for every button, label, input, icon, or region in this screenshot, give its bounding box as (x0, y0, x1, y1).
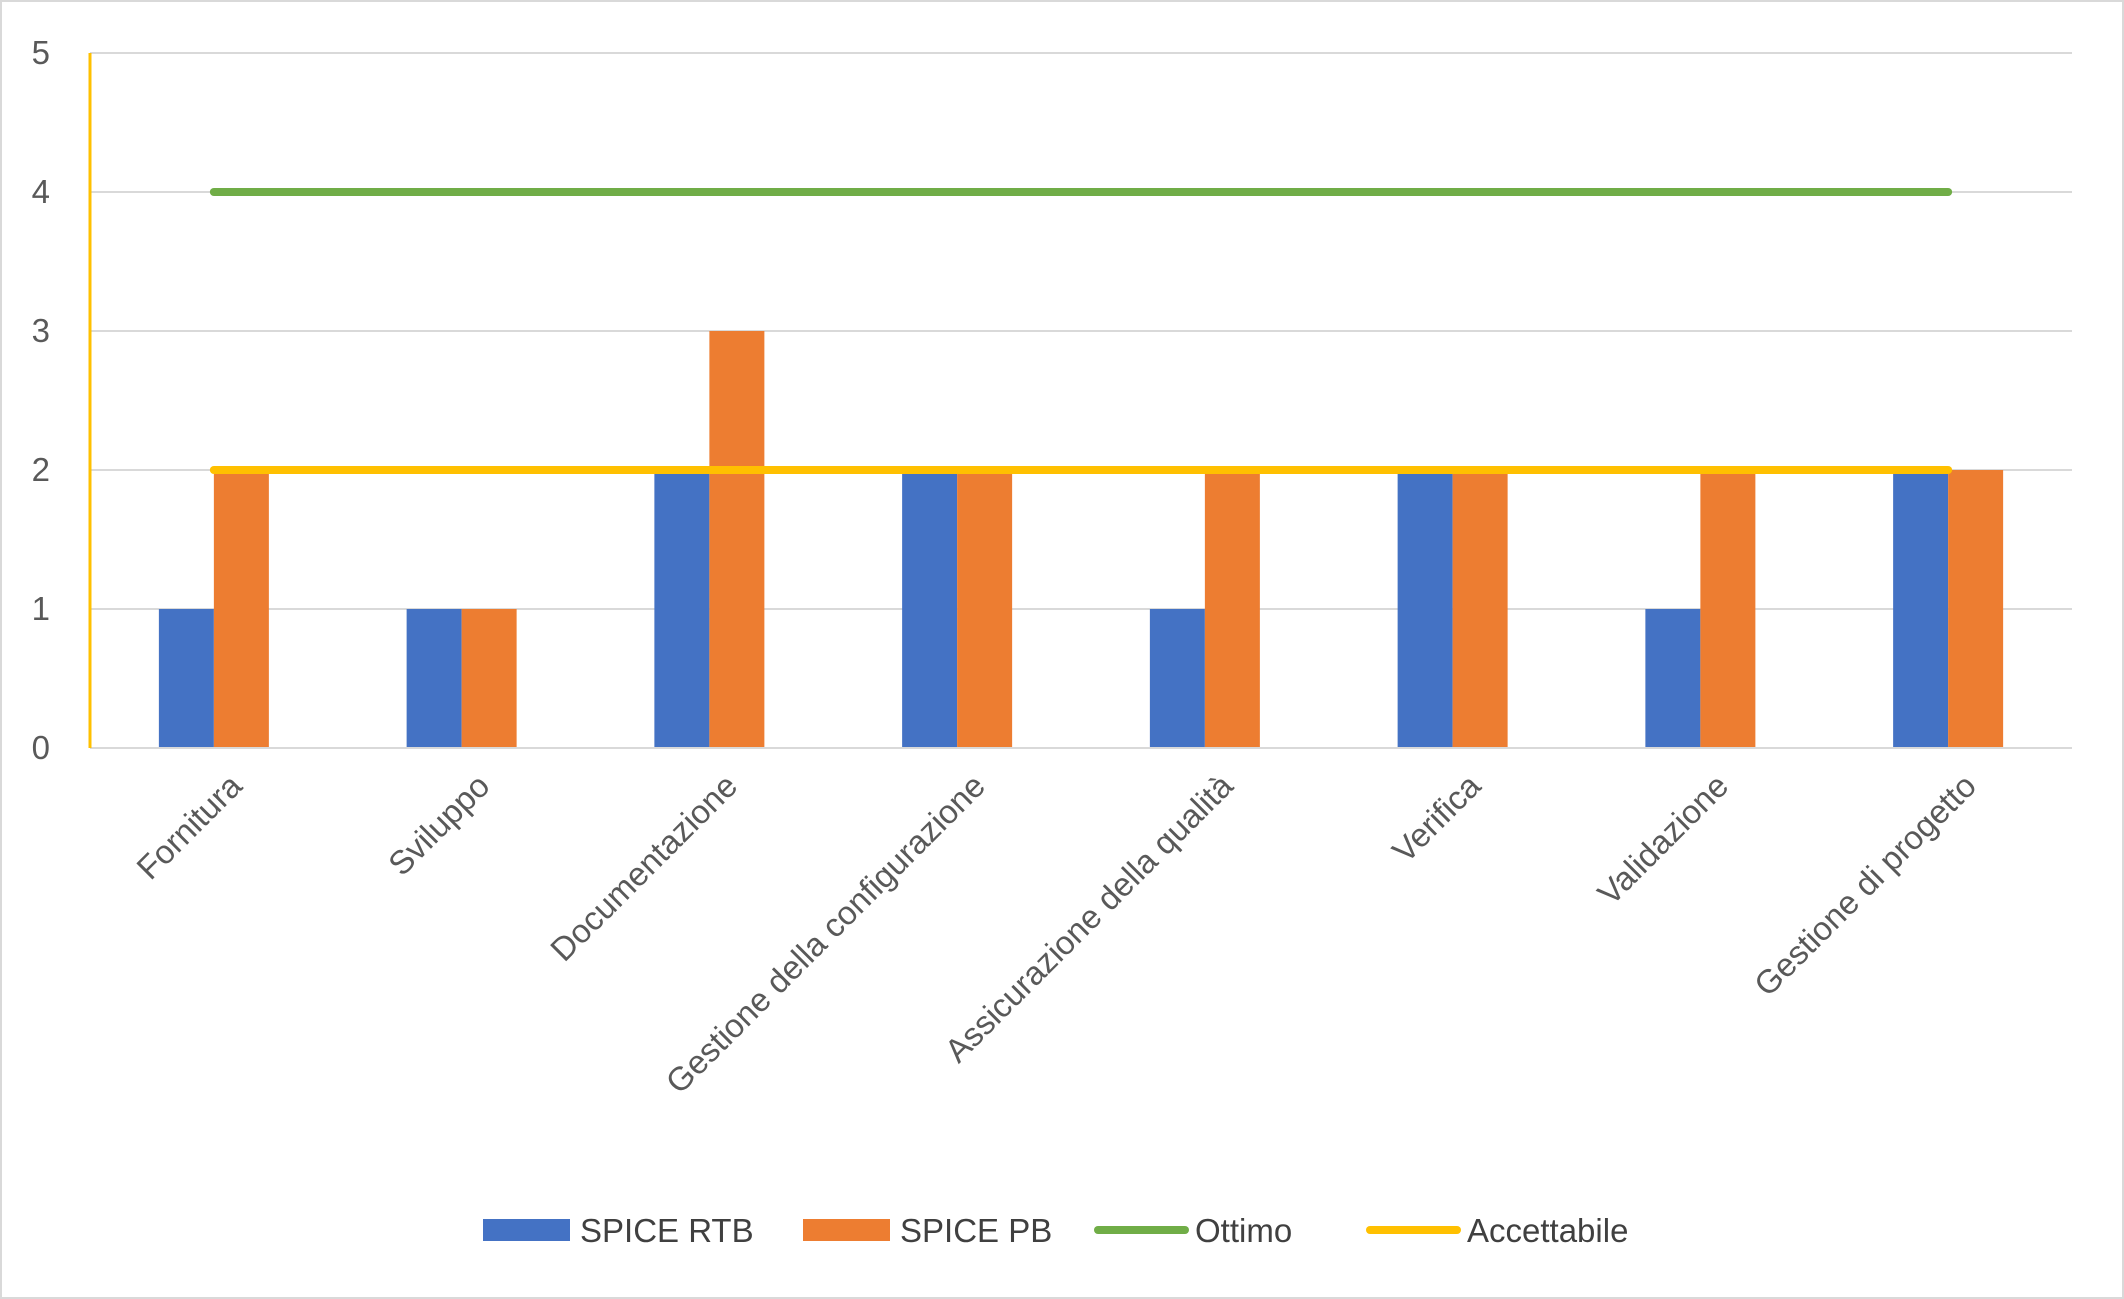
bar-spice-pb (1452, 470, 1508, 748)
y-tick-labels: 0 1 2 3 4 5 (32, 34, 50, 766)
legend-label: SPICE PB (900, 1212, 1052, 1249)
bar-spice-pb (1204, 470, 1260, 748)
legend-label: Ottimo (1195, 1212, 1292, 1249)
legend-swatch (483, 1219, 570, 1241)
reference-lines (209, 188, 1953, 474)
bar-spice-rtb (406, 609, 462, 748)
y-tick-label: 2 (32, 451, 50, 488)
legend-item-accettabile: Accettabile (1366, 1212, 1628, 1249)
y-tick-label: 1 (32, 590, 50, 627)
legend-swatch (803, 1219, 890, 1241)
bar-spice-pb (1700, 470, 1756, 748)
legend-label: Accettabile (1467, 1212, 1628, 1249)
bar-spice-rtb (158, 609, 214, 748)
y-tick-label: 3 (32, 312, 50, 349)
bar-spice-rtb (902, 470, 958, 748)
y-tick-label: 4 (32, 173, 50, 210)
bar-spice-rtb (654, 470, 710, 748)
legend-item-spice-pb: SPICE PB (803, 1212, 1052, 1249)
bar-spice-pb (709, 331, 765, 748)
bars (158, 331, 2004, 748)
bar-spice-pb (1948, 470, 2004, 748)
bar-spice-pb (957, 470, 1013, 748)
bar-spice-pb (461, 609, 517, 748)
y-tick-label: 0 (32, 729, 50, 766)
y-tick-label: 5 (32, 34, 50, 71)
legend-item-ottimo: Ottimo (1094, 1212, 1292, 1249)
legend-item-spice-rtb: SPICE RTB (483, 1212, 754, 1249)
legend: SPICE RTB SPICE PB Ottimo Accettabile (483, 1212, 1628, 1249)
legend-label: SPICE RTB (580, 1212, 754, 1249)
bar-spice-rtb (1149, 609, 1205, 748)
bar-spice-pb (213, 470, 269, 748)
bar-spice-rtb (1893, 470, 1949, 748)
bar-spice-rtb (1397, 470, 1453, 748)
axes (88, 53, 2072, 749)
bar-spice-rtb (1645, 609, 1701, 748)
